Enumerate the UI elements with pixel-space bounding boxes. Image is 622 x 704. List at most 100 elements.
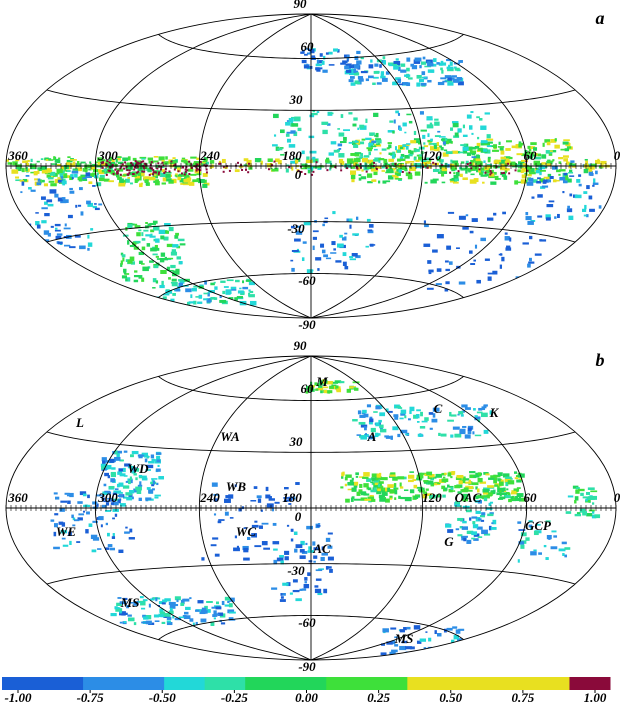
emission-patch xyxy=(222,290,226,295)
emission-patch xyxy=(213,513,217,516)
emission-patch xyxy=(162,230,170,234)
emission-patch xyxy=(139,481,142,486)
emission-patch xyxy=(470,173,475,176)
emission-patch xyxy=(189,597,192,600)
emission-patch xyxy=(109,161,116,166)
emission-patch xyxy=(401,640,408,644)
emission-patch xyxy=(518,529,526,531)
colorbar-segment xyxy=(326,677,368,690)
emission-patch xyxy=(418,78,424,83)
emission-patch xyxy=(214,613,220,616)
emission-peak xyxy=(199,169,202,172)
emission-patch xyxy=(376,82,382,85)
emission-patch xyxy=(103,468,107,471)
emission-patch xyxy=(474,434,482,437)
emission-patch xyxy=(77,204,82,207)
emission-patch xyxy=(387,142,392,144)
colorbar-segment xyxy=(2,677,44,690)
emission-patch xyxy=(220,622,226,625)
emission-patch xyxy=(170,264,176,269)
emission-patch xyxy=(356,434,362,436)
emission-patch xyxy=(474,415,478,418)
emission-patch xyxy=(159,611,166,616)
emission-patch xyxy=(583,191,588,194)
emission-patch xyxy=(54,223,61,227)
emission-patch xyxy=(550,139,557,143)
emission-patch xyxy=(323,588,328,594)
emission-patch xyxy=(471,152,476,156)
emission-patch xyxy=(282,593,286,596)
emission-patch xyxy=(285,133,290,137)
emission-patch xyxy=(434,135,441,138)
emission-patch xyxy=(463,537,467,542)
emission-patch xyxy=(291,249,299,253)
emission-patch xyxy=(140,607,146,610)
emission-patch xyxy=(53,523,58,528)
emission-patch xyxy=(353,481,359,486)
emission-patch xyxy=(497,487,505,492)
emission-peak xyxy=(495,166,498,169)
emission-patch xyxy=(404,131,407,134)
emission-patch xyxy=(316,69,321,72)
emission-patch xyxy=(352,140,357,146)
emission-patch xyxy=(134,175,141,179)
emission-patch xyxy=(228,494,234,499)
emission-patch xyxy=(37,167,40,170)
emission-patch xyxy=(236,296,243,299)
emission-patch xyxy=(492,519,497,525)
emission-patch xyxy=(127,259,133,264)
emission-patch xyxy=(421,420,428,423)
emission-patch xyxy=(365,118,368,123)
emission-patch xyxy=(108,159,112,162)
emission-patch xyxy=(433,144,437,149)
emission-patch xyxy=(357,410,362,415)
longitude-label: 360 xyxy=(7,490,28,505)
emission-patch xyxy=(516,487,521,489)
emission-patch xyxy=(486,507,493,510)
emission-peak xyxy=(408,171,411,174)
emission-patch xyxy=(358,78,364,82)
emission-patch xyxy=(213,617,216,620)
emission-patch xyxy=(476,154,480,159)
emission-peak xyxy=(100,161,103,164)
emission-patch xyxy=(360,424,368,428)
emission-patch xyxy=(441,167,448,172)
emission-patch xyxy=(137,600,145,603)
emission-patch xyxy=(317,268,320,271)
emission-patch xyxy=(294,238,301,242)
emission-patch xyxy=(461,526,469,530)
emission-patch xyxy=(518,541,525,545)
emission-patch xyxy=(187,168,194,172)
emission-patch xyxy=(324,379,328,384)
emission-patch xyxy=(7,162,12,165)
emission-patch xyxy=(155,238,160,243)
emission-patch xyxy=(149,222,156,226)
emission-patch xyxy=(587,163,594,168)
emission-patch xyxy=(334,380,342,384)
emission-patch xyxy=(101,499,105,502)
emission-patch xyxy=(369,132,375,136)
emission-patch xyxy=(320,388,323,394)
emission-patch xyxy=(182,614,187,617)
emission-patch xyxy=(192,622,195,627)
emission-patch xyxy=(115,607,121,609)
emission-patch xyxy=(455,163,459,167)
emission-patch xyxy=(123,621,127,623)
emission-patch xyxy=(414,496,419,499)
emission-patch xyxy=(473,259,476,262)
emission-patch xyxy=(87,242,93,247)
emission-patch xyxy=(273,548,278,551)
emission-patch xyxy=(284,486,289,490)
emission-patch xyxy=(449,485,454,488)
emission-patch xyxy=(545,150,553,154)
emission-patch xyxy=(361,158,368,163)
emission-patch xyxy=(451,166,455,168)
emission-patch xyxy=(120,260,123,265)
emission-patch xyxy=(325,537,331,542)
emission-patch xyxy=(123,450,128,453)
emission-patch xyxy=(166,230,169,234)
emission-peak xyxy=(426,166,429,169)
emission-patch xyxy=(587,487,595,490)
emission-patch xyxy=(404,496,412,502)
